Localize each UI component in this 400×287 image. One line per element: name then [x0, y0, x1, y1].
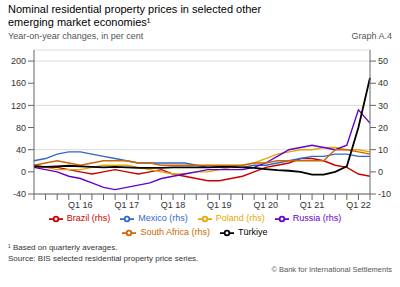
html-text:Graph A.4: Graph A.4 [351, 31, 392, 41]
svg-text:50: 50 [378, 56, 388, 66]
svg-text:-10: -10 [378, 189, 391, 199]
svg-text:80: 80 [16, 123, 26, 133]
html-text:¹ Based on quarterly averages.: ¹ Based on quarterly averages. [8, 243, 118, 252]
svg-text:20: 20 [378, 123, 388, 133]
svg-text:0: 0 [378, 167, 383, 177]
svg-text:Q1 20: Q1 20 [253, 200, 278, 210]
svg-text:0: 0 [21, 167, 26, 177]
html-text:Russia (rhs): Russia (rhs) [292, 213, 342, 224]
html-text:Poland (rhs): Poland (rhs) [215, 213, 265, 224]
html-text:Brazil (rhs): Brazil (rhs) [66, 213, 111, 224]
svg-text:Q1 22: Q1 22 [346, 200, 371, 210]
html-text:Nominal residential property p: Nominal residential property prices in s… [8, 3, 262, 28]
html-text:Türkiye: Türkiye [238, 227, 268, 238]
html-text:Source: BIS selected residenti: Source: BIS selected residential propert… [8, 254, 199, 263]
svg-text:Q1 16: Q1 16 [68, 200, 93, 210]
html-text:South Africa (rhs): South Africa (rhs) [140, 227, 210, 238]
svg-text:Q1 17: Q1 17 [114, 200, 139, 210]
svg-text:Q1 18: Q1 18 [161, 200, 186, 210]
svg-text:40: 40 [378, 78, 388, 88]
svg-text:160: 160 [11, 78, 26, 88]
svg-text:-40: -40 [13, 189, 26, 199]
svg-text:Q1 19: Q1 19 [207, 200, 232, 210]
svg-text:40: 40 [16, 145, 26, 155]
html-text:Mexico (rhs): Mexico (rhs) [138, 213, 188, 224]
svg-text:10: 10 [378, 145, 388, 155]
svg-text:120: 120 [11, 101, 26, 111]
html-text:Year-on-year changes, in per c: Year-on-year changes, in per cent [8, 31, 144, 41]
html-text:© Bank for International Settl: © Bank for International Settlements [271, 265, 392, 274]
svg-text:Q1 21: Q1 21 [300, 200, 325, 210]
svg-text:200: 200 [11, 56, 26, 66]
svg-text:30: 30 [378, 101, 388, 111]
